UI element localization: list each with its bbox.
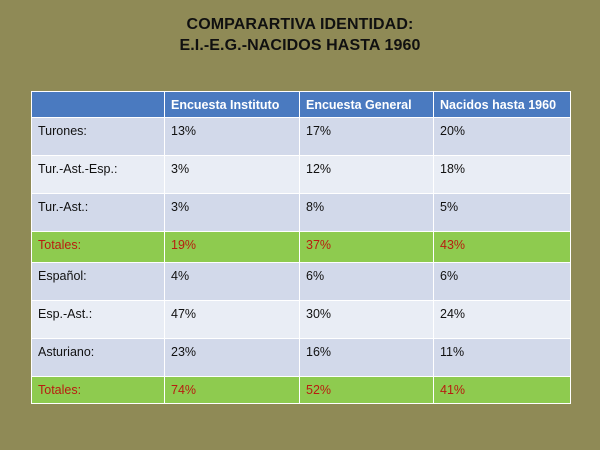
table-cell: 18% — [433, 155, 571, 194]
table-cell: 6% — [299, 262, 434, 301]
table-cell: 30% — [299, 300, 434, 339]
table-row: Tur.-Ast.: 3% 8% 5% — [31, 193, 571, 232]
table-cell: 11% — [433, 338, 571, 377]
table-row: Español: 4% 6% 6% — [31, 262, 571, 301]
table-cell: 6% — [433, 262, 571, 301]
table-cell: 12% — [299, 155, 434, 194]
slide-title-line-2: E.I.-E.G.-NACIDOS HASTA 1960 — [179, 37, 421, 54]
table-cell: 3% — [164, 155, 300, 194]
row-label: Tur.-Ast.: — [31, 193, 165, 232]
row-label: Tur.-Ast.-Esp.: — [31, 155, 165, 194]
row-label: Español: — [31, 262, 165, 301]
totals-cell: 43% — [433, 231, 571, 263]
table-cell: 47% — [164, 300, 300, 339]
row-label: Esp.-Ast.: — [31, 300, 165, 339]
totals-cell: 52% — [299, 376, 434, 404]
table-cell: 13% — [164, 117, 300, 156]
totals-row: Totales: 74% 52% 41% — [31, 376, 571, 404]
table-cell: 3% — [164, 193, 300, 232]
totals-row: Totales: 19% 37% 43% — [31, 231, 571, 263]
row-label: Turones: — [31, 117, 165, 156]
header-cell-encuesta-general: Encuesta General — [299, 91, 434, 118]
table-cell: 24% — [433, 300, 571, 339]
slide-title: COMPARARTIVA IDENTIDAD: E.I.-E.G.-NACIDO… — [0, 14, 600, 56]
table-cell: 17% — [299, 117, 434, 156]
identity-comparison-table: Encuesta Instituto Encuesta General Naci… — [31, 91, 571, 404]
totals-label: Totales: — [31, 376, 165, 404]
table-cell: 20% — [433, 117, 571, 156]
table-cell: 5% — [433, 193, 571, 232]
totals-cell: 19% — [164, 231, 300, 263]
table-row: Asturiano: 23% 16% 11% — [31, 338, 571, 377]
table-row: Tur.-Ast.-Esp.: 3% 12% 18% — [31, 155, 571, 194]
totals-cell: 74% — [164, 376, 300, 404]
totals-cell: 41% — [433, 376, 571, 404]
table-header-row: Encuesta Instituto Encuesta General Naci… — [31, 91, 571, 118]
slide-title-line-1: COMPARARTIVA IDENTIDAD: — [186, 16, 414, 33]
header-cell-empty — [31, 91, 165, 118]
header-cell-nacidos-hasta-1960: Nacidos hasta 1960 — [433, 91, 571, 118]
table-cell: 4% — [164, 262, 300, 301]
totals-label: Totales: — [31, 231, 165, 263]
table-cell: 8% — [299, 193, 434, 232]
header-cell-encuesta-instituto: Encuesta Instituto — [164, 91, 300, 118]
table-cell: 16% — [299, 338, 434, 377]
totals-cell: 37% — [299, 231, 434, 263]
table-cell: 23% — [164, 338, 300, 377]
table-row: Turones: 13% 17% 20% — [31, 117, 571, 156]
row-label: Asturiano: — [31, 338, 165, 377]
table-row: Esp.-Ast.: 47% 30% 24% — [31, 300, 571, 339]
